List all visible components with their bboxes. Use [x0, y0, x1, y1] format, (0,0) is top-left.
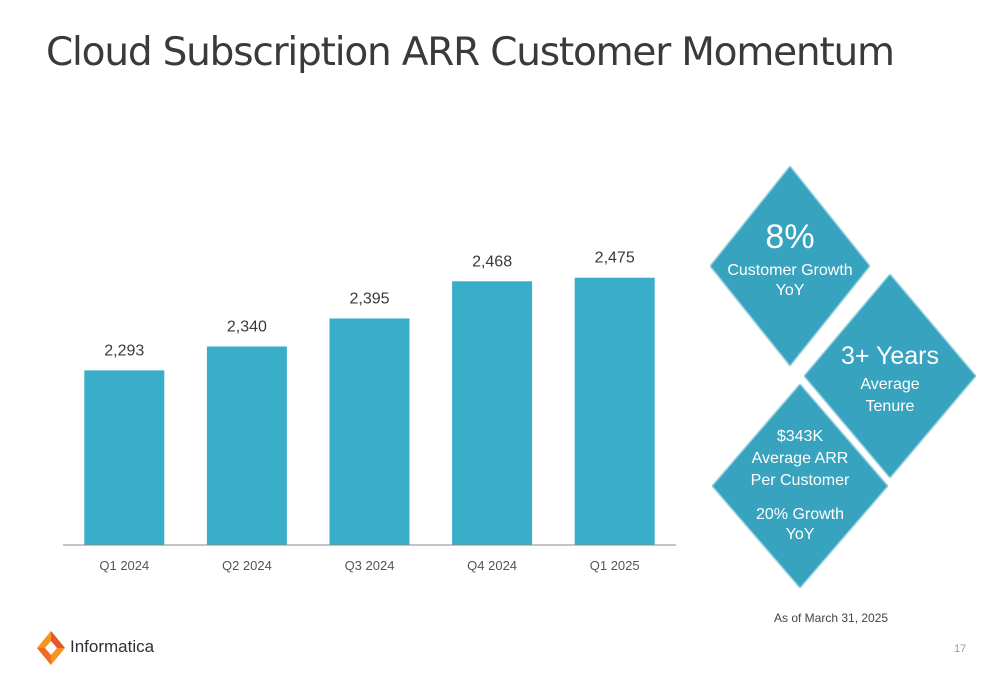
tenure-sublabel: Tenure [865, 398, 915, 415]
bar-3 [452, 281, 533, 545]
tenure-value: 3+ Years [840, 342, 939, 370]
bar-value-label: 2,395 [349, 290, 389, 307]
informatica-logo: Informatica [36, 630, 176, 666]
informatica-diamond-logo-icon [37, 631, 65, 665]
x-tick-label: Q1 2025 [590, 558, 640, 573]
logo-wordmark: Informatica [70, 637, 155, 656]
page-title: Cloud Subscription ARR Customer Momentum [46, 30, 895, 75]
arr-per-customer-sublabel: Per Customer [750, 472, 850, 489]
customer-growth-diamond: 8% Customer Growth YoY [710, 166, 870, 366]
arr-per-customer-label: Average ARR [751, 450, 849, 467]
x-tick-label: Q3 2024 [345, 558, 395, 573]
customer-growth-value: 8% [765, 218, 815, 256]
customer-growth-sublabel: YoY [775, 282, 805, 299]
diamond-shape [712, 384, 888, 588]
x-tick-label: Q4 2024 [467, 558, 517, 573]
diamond-shape [804, 274, 976, 478]
bar-chart: 2,293 2,340 2,395 2,468 2,475 Q1 2024 Q2 2024… [63, 250, 676, 573]
customer-growth-label: Customer Growth [727, 262, 853, 279]
bar-2 [329, 318, 410, 545]
arr-per-customer-value: $343K [776, 428, 824, 445]
tenure-diamond: 3+ Years Average Tenure [804, 274, 976, 478]
tenure-label: Average [860, 376, 920, 393]
page-number: 17 [954, 643, 967, 655]
arr-per-customer-diamond: $343K Average ARR Per Customer 20% Growt… [712, 384, 888, 588]
bar-1 [206, 346, 287, 545]
diamond-shape [710, 166, 870, 366]
bar-value-label: 2,468 [472, 253, 512, 270]
bar-value-label: 2,475 [595, 250, 635, 267]
arr-growth-sublabel: YoY [785, 526, 815, 543]
as-of-footnote: As of March 31, 2025 [774, 611, 889, 625]
x-tick-label: Q1 2024 [99, 558, 149, 573]
bar-value-label: 2,340 [227, 318, 267, 335]
bar-0 [84, 370, 165, 545]
bar-4 [574, 277, 655, 545]
x-tick-label: Q2 2024 [222, 558, 272, 573]
arr-growth-label: 20% Growth [755, 506, 845, 523]
bar-value-label: 2,293 [104, 342, 144, 359]
